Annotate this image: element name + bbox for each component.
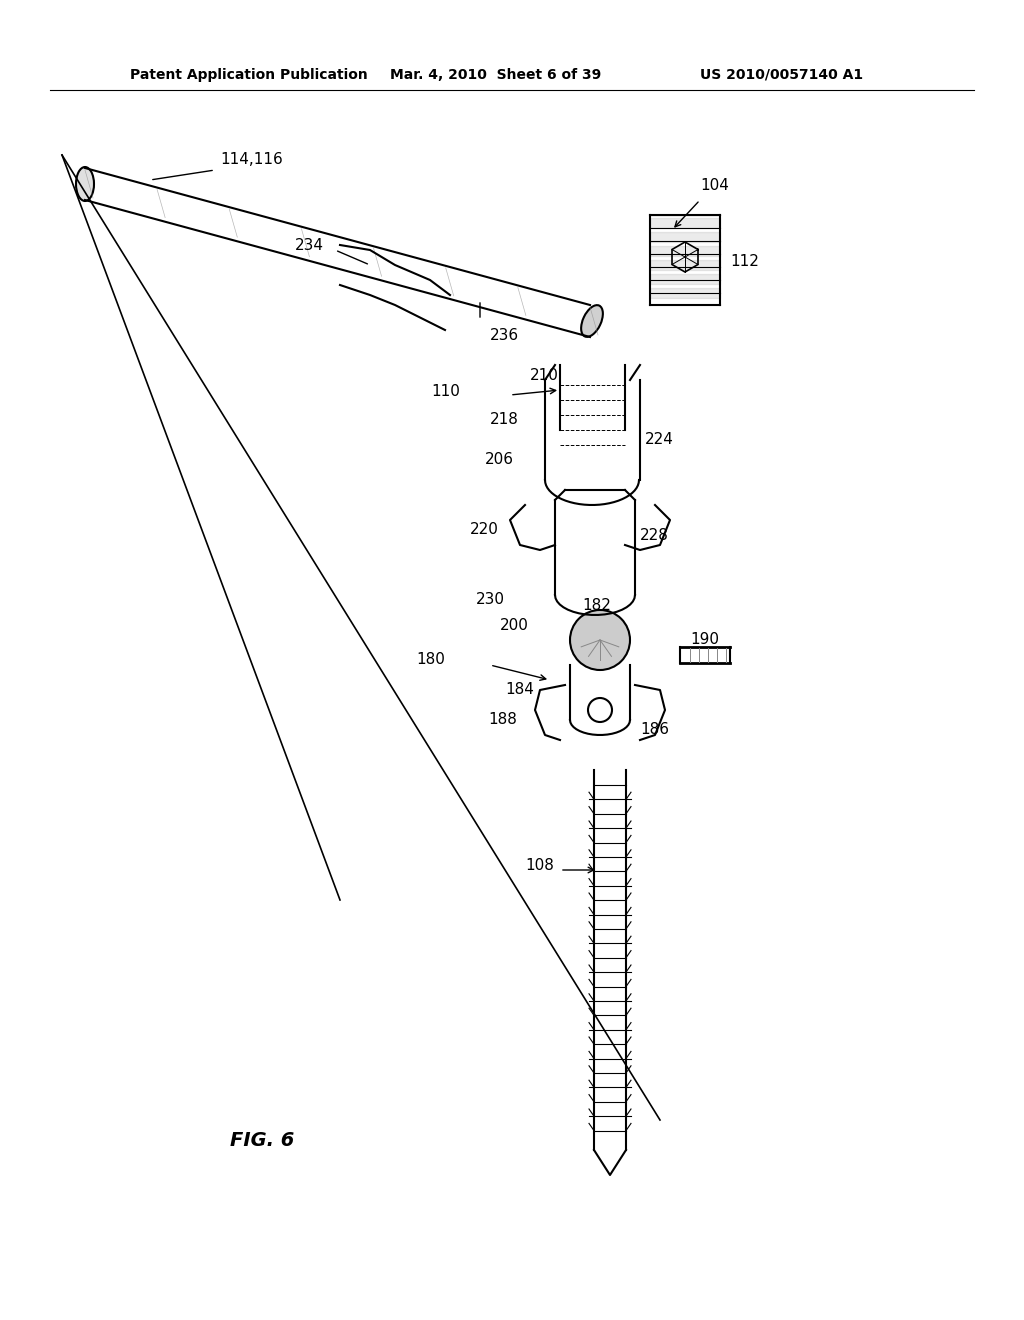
Text: 108: 108 [525, 858, 554, 873]
Text: 236: 236 [490, 327, 519, 342]
Ellipse shape [76, 168, 94, 201]
Circle shape [588, 698, 612, 722]
Text: 210: 210 [530, 367, 559, 383]
Text: 206: 206 [485, 453, 514, 467]
Text: 218: 218 [490, 412, 519, 428]
Text: 112: 112 [730, 255, 759, 269]
Text: 188: 188 [488, 713, 517, 727]
Text: 104: 104 [700, 177, 729, 193]
Text: 180: 180 [416, 652, 445, 668]
Text: 230: 230 [476, 593, 505, 607]
Text: 110: 110 [431, 384, 460, 400]
Text: US 2010/0057140 A1: US 2010/0057140 A1 [700, 69, 863, 82]
Text: 234: 234 [295, 238, 324, 252]
Text: Patent Application Publication: Patent Application Publication [130, 69, 368, 82]
Text: 224: 224 [645, 433, 674, 447]
Text: 182: 182 [582, 598, 611, 612]
Circle shape [570, 610, 630, 671]
Ellipse shape [582, 305, 603, 337]
Text: 184: 184 [505, 682, 534, 697]
Text: 186: 186 [640, 722, 669, 738]
Text: FIG. 6: FIG. 6 [230, 1130, 294, 1150]
Text: 220: 220 [470, 523, 499, 537]
Text: 114,116: 114,116 [220, 153, 283, 168]
Text: 200: 200 [500, 618, 528, 632]
Text: Mar. 4, 2010  Sheet 6 of 39: Mar. 4, 2010 Sheet 6 of 39 [390, 69, 601, 82]
Text: 190: 190 [690, 632, 719, 648]
Text: 228: 228 [640, 528, 669, 543]
